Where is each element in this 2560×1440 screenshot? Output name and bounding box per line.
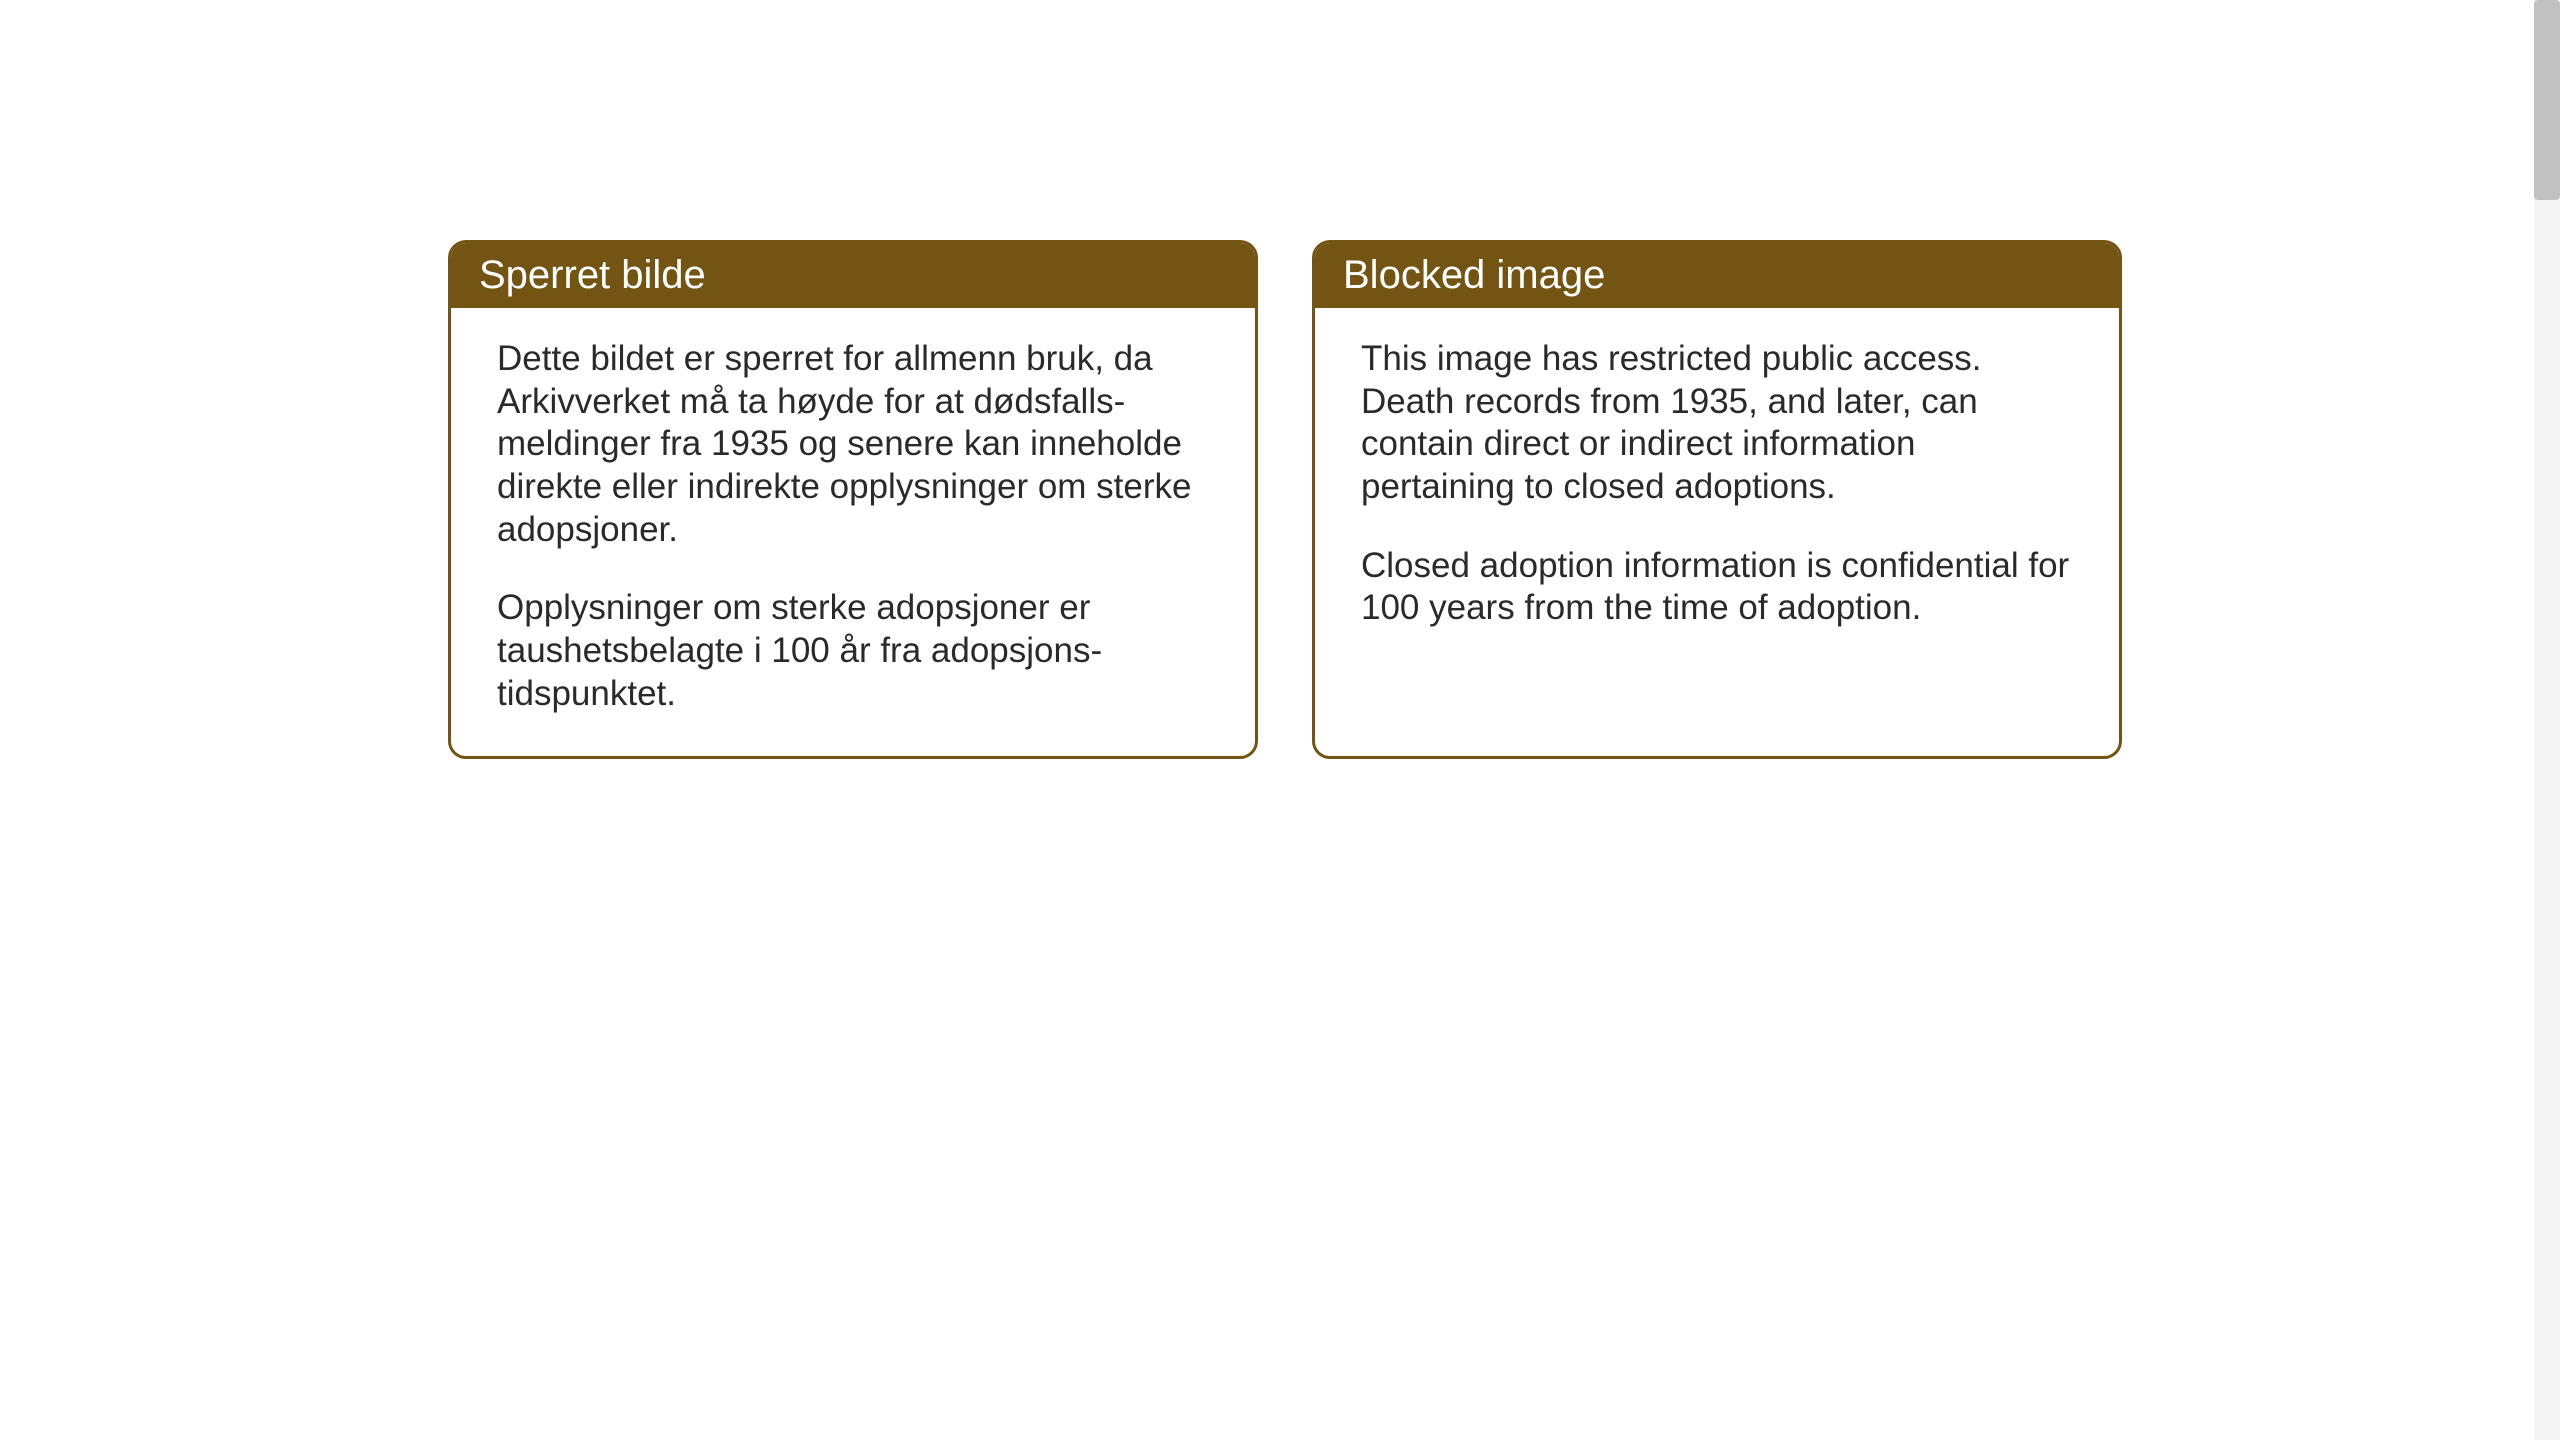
english-card: Blocked image This image has restricted … bbox=[1312, 240, 2122, 759]
cards-container: Sperret bilde Dette bildet er sperret fo… bbox=[448, 240, 2122, 759]
scrollbar-thumb[interactable] bbox=[2534, 0, 2560, 200]
english-card-header: Blocked image bbox=[1315, 243, 2119, 308]
english-paragraph-2: Closed adoption information is confident… bbox=[1361, 545, 2073, 630]
norwegian-card: Sperret bilde Dette bildet er sperret fo… bbox=[448, 240, 1258, 759]
english-card-body: This image has restricted public access.… bbox=[1315, 308, 2119, 708]
norwegian-paragraph-1: Dette bildet er sperret for allmenn bruk… bbox=[497, 338, 1209, 551]
norwegian-paragraph-2: Opplysninger om sterke adopsjoner er tau… bbox=[497, 587, 1209, 715]
english-card-title: Blocked image bbox=[1343, 253, 1605, 297]
norwegian-card-header: Sperret bilde bbox=[451, 243, 1255, 308]
scrollbar-track[interactable] bbox=[2534, 0, 2560, 1440]
norwegian-card-title: Sperret bilde bbox=[479, 253, 706, 297]
english-paragraph-1: This image has restricted public access.… bbox=[1361, 338, 2073, 509]
norwegian-card-body: Dette bildet er sperret for allmenn bruk… bbox=[451, 308, 1255, 756]
